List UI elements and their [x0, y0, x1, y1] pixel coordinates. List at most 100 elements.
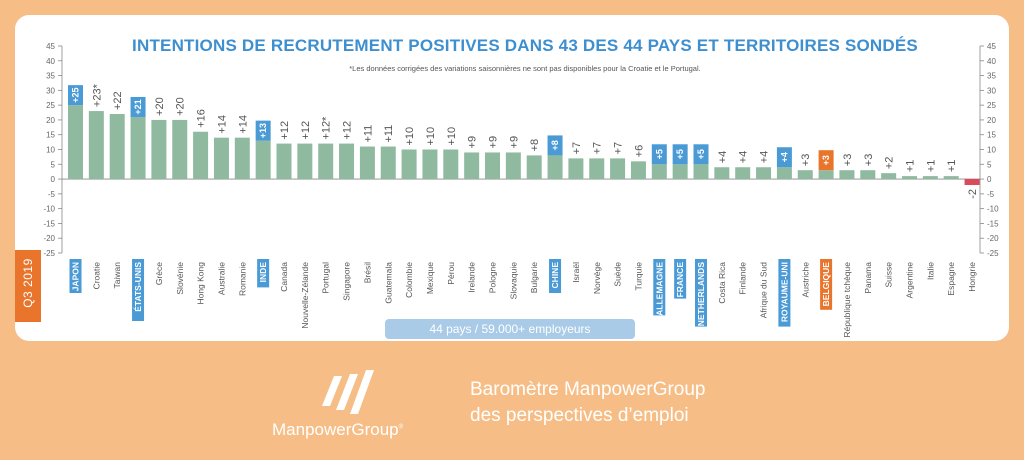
category-label: Argentine — [905, 262, 915, 299]
value-label: +1 — [946, 160, 958, 173]
value-label: +20 — [154, 97, 166, 116]
value-label: +1 — [905, 160, 917, 173]
bar — [339, 143, 355, 180]
value-label: +5 — [654, 149, 664, 159]
manpowergroup-logo-icon — [322, 370, 374, 414]
category-label: Suisse — [884, 262, 894, 288]
bar — [526, 155, 542, 180]
value-label: +16 — [196, 109, 208, 128]
chart-footnote: *Les données corrigées des variations sa… — [349, 64, 701, 73]
category-label: Hongrie — [967, 262, 977, 292]
y-tick-label-right: 20 — [987, 116, 996, 125]
y-tick-label-right: 5 — [987, 160, 992, 169]
category-label: ROYAUME-UNI — [779, 262, 789, 322]
tagline-line-1: Baromètre ManpowerGroup — [470, 379, 706, 400]
value-label: +14 — [216, 115, 228, 134]
bar — [464, 152, 480, 180]
value-label: +20 — [175, 97, 187, 116]
bar — [756, 167, 772, 180]
bar — [213, 137, 229, 180]
category-label: Nouvelle-Zélande — [300, 262, 310, 329]
value-label: +1 — [925, 160, 937, 173]
value-label: +12 — [300, 121, 312, 140]
bar-chart: -25 -25 -20 -20 -15 -15 -10 -10 -5 -5 0 0 5 5 10 10 15 15… — [43, 42, 999, 338]
value-label: +7 — [592, 142, 604, 155]
category-label: Portugal — [321, 262, 331, 294]
category-label: Irelande — [467, 262, 477, 293]
bar — [172, 119, 188, 180]
bar — [651, 164, 667, 180]
y-tick-label-right: 25 — [987, 101, 996, 110]
category-label-box — [674, 259, 687, 299]
value-label: +3 — [863, 154, 875, 167]
category-label: Pérou — [446, 262, 456, 285]
bar — [693, 164, 709, 180]
y-tick-label-right: -5 — [987, 190, 995, 199]
category-label: JAPON — [71, 262, 81, 291]
bar — [234, 137, 250, 180]
value-label: +3 — [800, 154, 812, 167]
y-tick-label-right: -25 — [987, 249, 999, 258]
category-label: Slovaquie — [508, 262, 518, 300]
value-label: +22 — [112, 91, 124, 110]
bar — [672, 164, 688, 180]
bar — [505, 152, 521, 180]
bar — [380, 146, 396, 180]
value-label: +4 — [779, 152, 789, 162]
bar — [276, 143, 292, 180]
y-tick-label-left: -25 — [43, 249, 55, 258]
category-label: Israël — [571, 262, 581, 283]
category-label: Croatie — [91, 262, 101, 290]
y-tick-label-right: -20 — [987, 234, 999, 243]
category-label: INDE — [258, 262, 268, 283]
bar — [714, 167, 730, 180]
y-tick-label-right: 40 — [987, 57, 996, 66]
value-label: +3 — [821, 155, 831, 165]
value-label: +14 — [237, 115, 249, 134]
bar — [401, 149, 417, 180]
value-label: +10 — [404, 127, 416, 146]
value-label: +2 — [884, 157, 896, 170]
bar — [130, 116, 146, 180]
value-label: +8 — [529, 139, 541, 152]
category-label: Singapore — [342, 262, 352, 301]
category-label-box — [257, 259, 270, 288]
y-tick-label-left: 0 — [51, 175, 56, 184]
bar — [797, 170, 813, 180]
value-label-box — [672, 144, 688, 165]
bar — [568, 158, 584, 180]
value-label-box — [68, 85, 83, 106]
category-label: CHINE — [550, 262, 560, 289]
value-label: +11 — [362, 125, 374, 143]
bar — [964, 179, 980, 185]
y-tick-label-left: -10 — [43, 205, 55, 214]
value-label: -2 — [967, 189, 979, 199]
y-tick-label-right: 45 — [987, 42, 996, 51]
value-label: +25 — [71, 88, 81, 103]
bar — [630, 161, 646, 180]
category-label: Brésil — [362, 262, 372, 283]
category-label: Hong Kong — [196, 262, 206, 305]
registered-mark: ® — [398, 424, 404, 431]
value-label: +3 — [842, 154, 854, 167]
value-label: +9 — [488, 136, 500, 149]
category-label: Italie — [925, 262, 935, 280]
bar — [318, 143, 334, 180]
value-label: +5 — [696, 149, 706, 159]
bar — [818, 170, 834, 180]
value-label: +9 — [467, 136, 479, 149]
category-label: Espagne — [946, 262, 956, 296]
bar — [485, 152, 500, 180]
y-tick-label-left: 15 — [46, 131, 55, 140]
value-label: +4 — [717, 151, 729, 164]
bar — [839, 170, 855, 180]
y-tick-label-right: -10 — [987, 205, 999, 214]
category-label: Costa Rica — [717, 262, 727, 304]
category-label: FRANCE — [675, 262, 685, 298]
category-label: Colombie — [404, 262, 414, 298]
value-label: +23* — [91, 83, 103, 107]
bar — [193, 131, 209, 180]
bar — [589, 158, 605, 180]
y-tick-label-right: 35 — [987, 72, 996, 81]
value-label-box — [693, 144, 709, 165]
